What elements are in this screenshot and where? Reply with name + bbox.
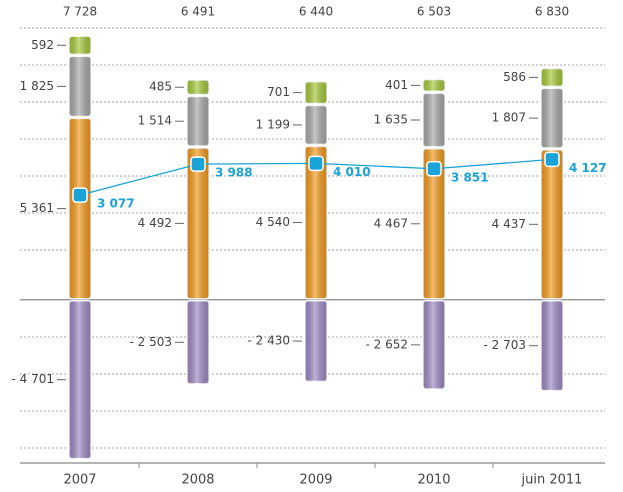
bar-shade <box>69 36 91 55</box>
line-label: 4 010 <box>333 165 371 179</box>
total-label: 6 830 <box>535 5 569 19</box>
bar-segment <box>540 67 564 88</box>
bar-shade <box>423 148 445 299</box>
bar-segment <box>186 147 210 300</box>
line-marker <box>190 156 206 172</box>
bar-shade <box>305 81 327 104</box>
line-label: 4 127 <box>569 161 607 175</box>
data-label: - 2 703 <box>484 338 527 352</box>
data-label: 1 514 <box>138 114 172 128</box>
bar-shade <box>541 149 563 299</box>
data-label: 1 199 <box>256 117 290 131</box>
bar-segment <box>540 87 564 149</box>
data-label: 401 <box>385 78 408 92</box>
x-tick-label: juin 2011 <box>521 473 583 488</box>
bar-shade <box>541 88 563 148</box>
data-label: - 2 652 <box>366 337 409 351</box>
data-label: 5 361 <box>20 201 54 215</box>
data-label: 1 635 <box>374 113 408 127</box>
data-label: 1 807 <box>492 111 526 125</box>
data-label: 4 467 <box>374 216 408 230</box>
data-label: 701 <box>267 85 290 99</box>
line-marker <box>308 155 324 172</box>
bar-segment <box>186 79 210 96</box>
total-label: 6 440 <box>299 5 333 19</box>
line-label: 3 077 <box>97 197 135 211</box>
bar-segment <box>68 117 92 300</box>
x-tick-label: 2010 <box>417 473 450 488</box>
line-marker <box>426 161 442 177</box>
line-marker <box>544 151 560 168</box>
bar-segment <box>304 299 328 383</box>
data-label: 1 825 <box>20 79 54 93</box>
data-label: - 2 430 <box>248 334 291 348</box>
bar-segment <box>304 80 328 105</box>
bar-segment <box>186 95 210 147</box>
bar-shade <box>305 146 327 299</box>
data-label: 485 <box>149 80 172 94</box>
bar-segment <box>186 299 210 385</box>
bar-shade <box>187 96 209 146</box>
x-tick-label: 2009 <box>299 473 332 488</box>
line-label: 3 988 <box>215 166 253 180</box>
bar-segment <box>68 299 92 460</box>
total-label: 6 491 <box>181 5 215 19</box>
bar-segment <box>422 148 446 300</box>
bar-shade <box>423 93 445 147</box>
bar-segment <box>304 104 328 146</box>
bar-segment <box>68 35 92 56</box>
bar-segment <box>540 149 564 300</box>
bar-shade <box>69 118 91 299</box>
bar-shade <box>187 300 209 384</box>
x-tick-label: 2008 <box>181 473 214 488</box>
bar-segment <box>422 299 446 390</box>
data-label: - 4 701 <box>12 372 55 386</box>
bar-segment <box>304 145 328 300</box>
bar-shade <box>305 300 327 382</box>
data-label: 4 492 <box>138 216 172 230</box>
total-label: 6 503 <box>417 5 451 19</box>
bar-shade <box>187 79 209 95</box>
line-marker <box>72 187 88 203</box>
line-label: 3 851 <box>451 170 489 184</box>
bar-segment <box>68 55 92 118</box>
data-label: 586 <box>503 70 526 84</box>
bar-shade <box>187 147 209 299</box>
bar-shade <box>69 56 91 117</box>
total-label: 7 728 <box>63 5 97 19</box>
bar-shade <box>305 105 327 145</box>
bar-segment <box>540 299 564 392</box>
bar-shade <box>423 79 445 92</box>
bar-segment <box>422 92 446 148</box>
bar-segment <box>422 78 446 92</box>
data-label: 592 <box>31 38 54 52</box>
x-tick-label: 2007 <box>63 473 96 488</box>
bar-shade <box>423 300 445 389</box>
bar-shade <box>69 300 91 459</box>
data-label: 4 540 <box>256 215 290 229</box>
data-label: 4 437 <box>492 217 526 231</box>
bar-shade <box>541 300 563 391</box>
bar-shade <box>541 68 563 87</box>
data-label: - 2 503 <box>130 335 173 349</box>
